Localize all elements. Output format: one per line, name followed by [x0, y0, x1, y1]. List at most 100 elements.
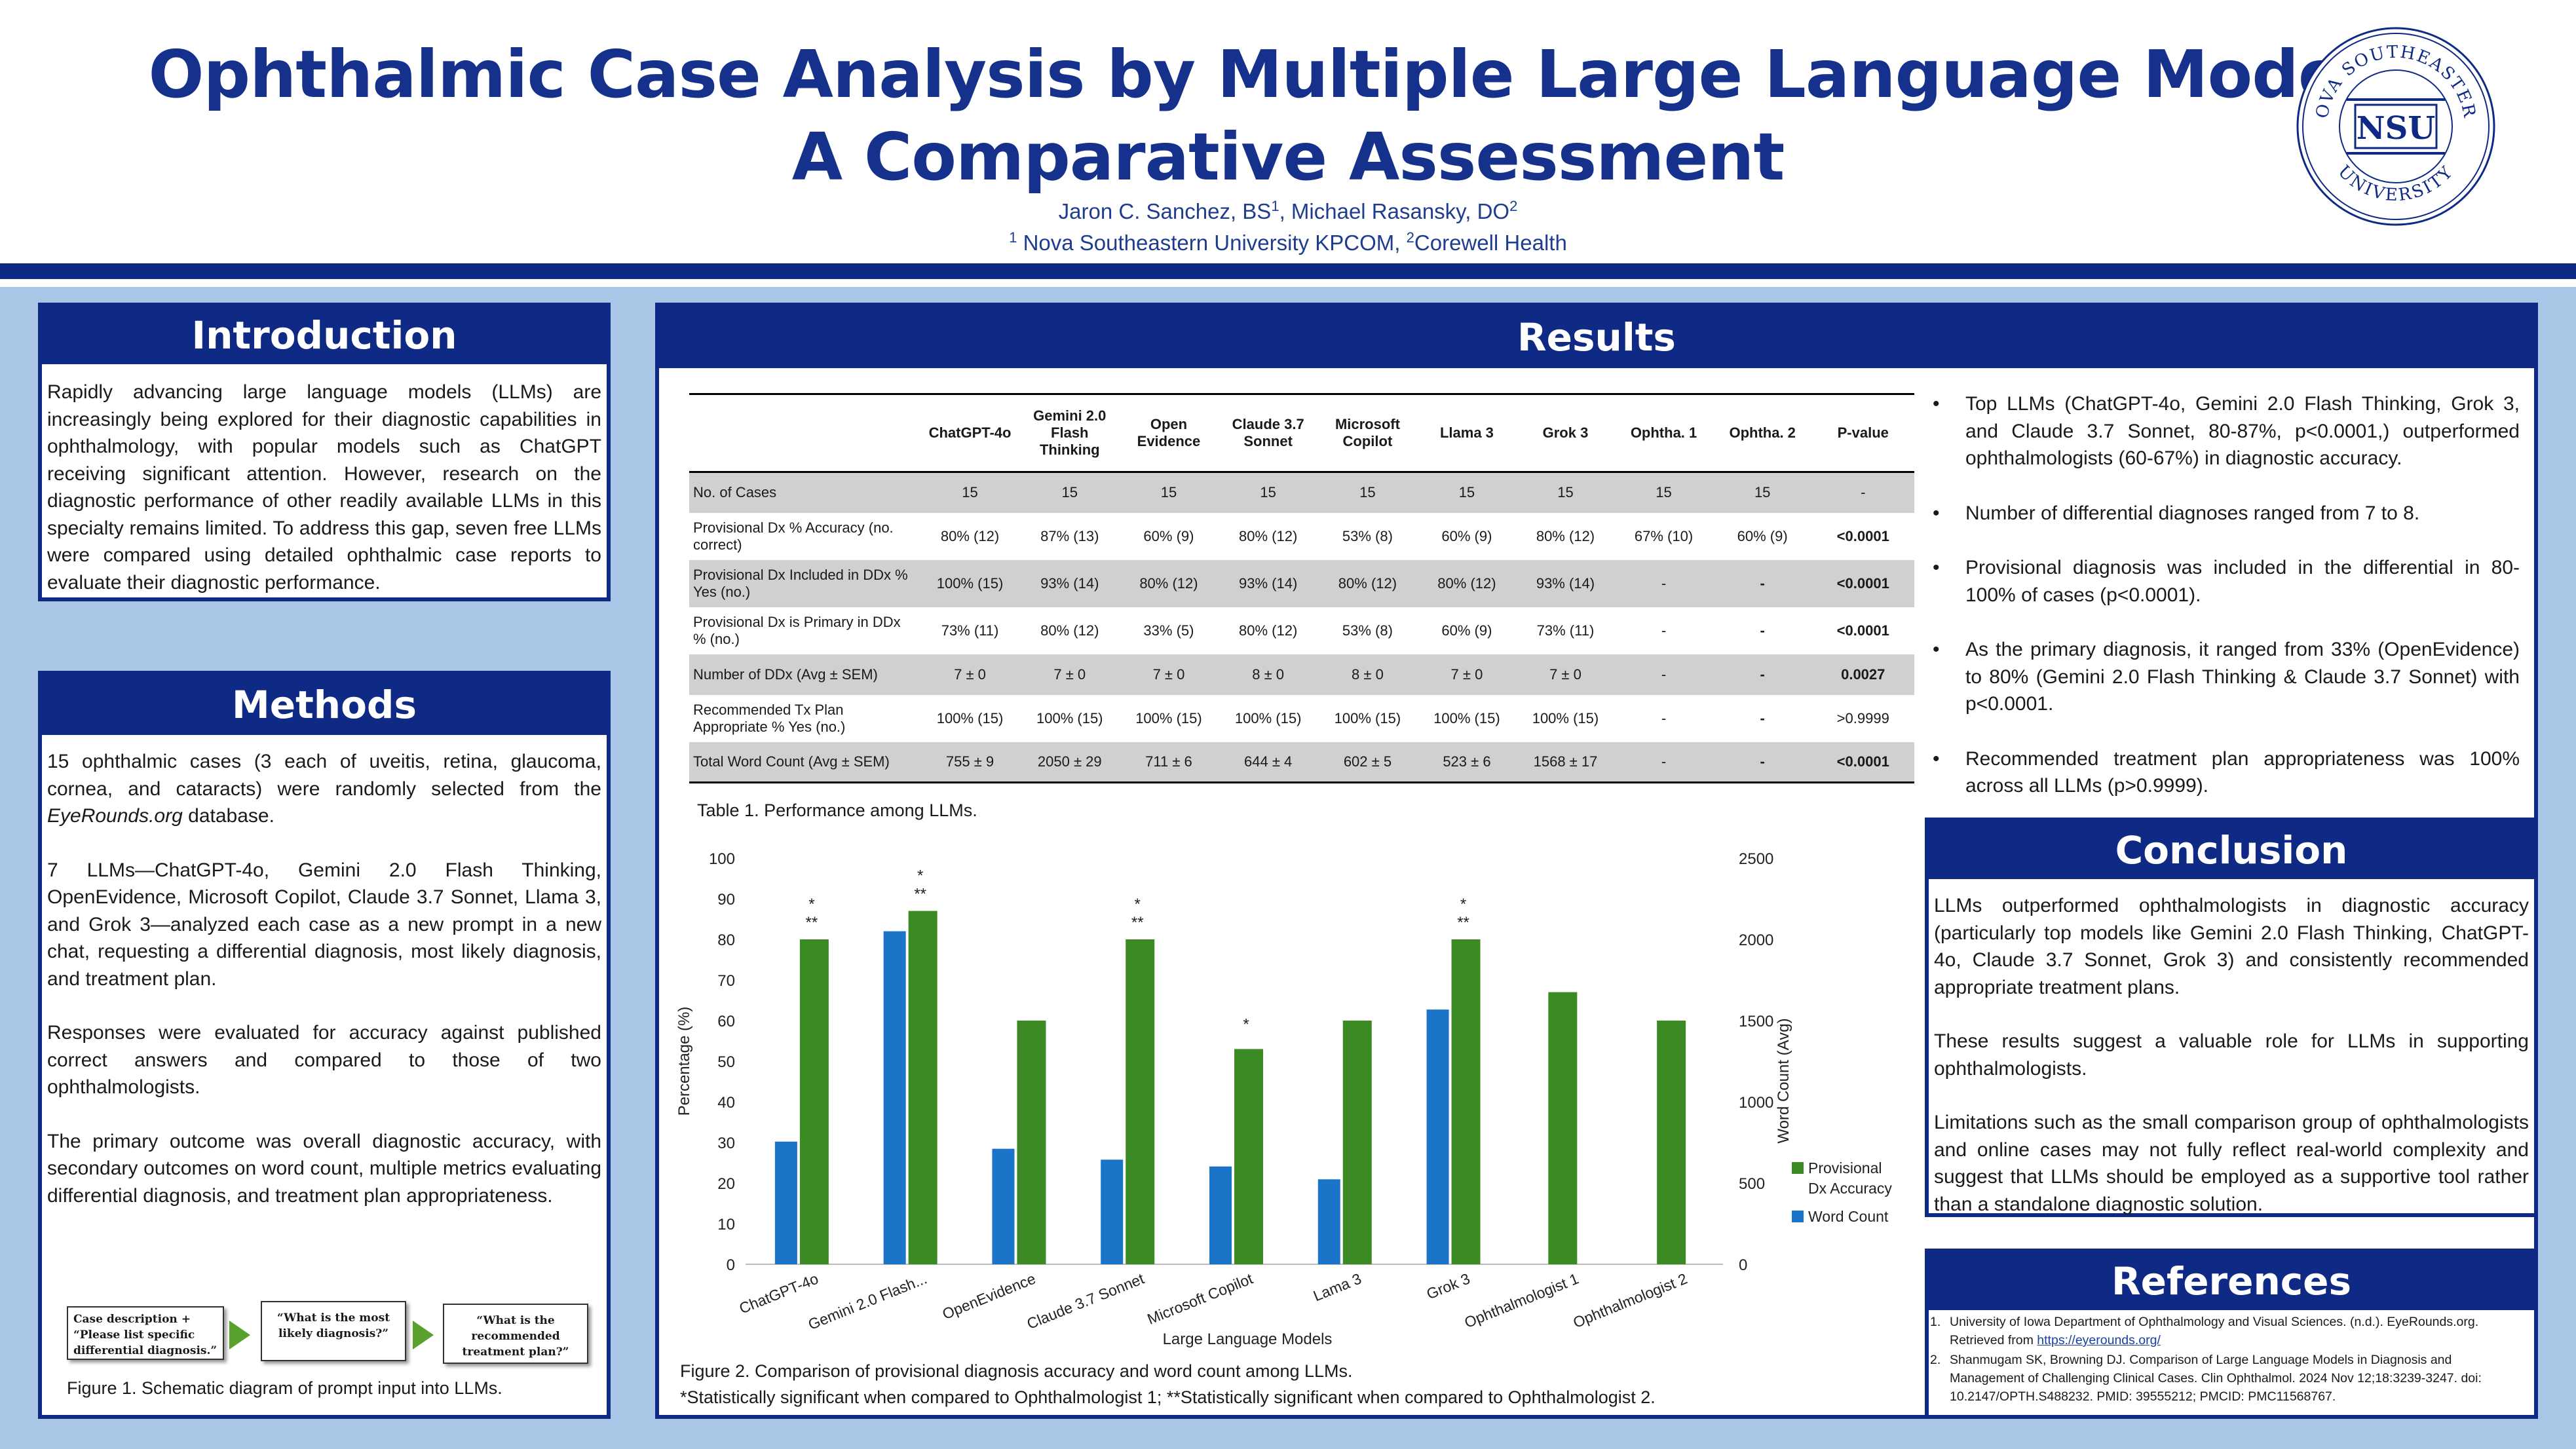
significance-marker: *: [1243, 1015, 1249, 1033]
table-cell: 100% (15): [1433, 709, 1500, 726]
y-tick-label: 100: [709, 850, 735, 868]
results-bullet: Number of differential diagnoses ranged …: [1933, 500, 2520, 527]
y-tick-label: 60: [717, 1013, 735, 1030]
reference-item: 1. University of Iowa Department of Ophth…: [1930, 1315, 2479, 1347]
y-tick-label: 20: [717, 1175, 735, 1193]
table-cell: 15: [1119, 472, 1219, 513]
arrow-right-icon: [413, 1321, 434, 1349]
table-cell: 7 ± 0: [919, 654, 1021, 695]
conclusion-heading: Conclusion: [1929, 821, 2534, 879]
table-row: Provisional Dx % Accuracy (no. correct) 8…: [689, 513, 1914, 560]
word-count-bar: [774, 1141, 797, 1264]
results-table: ChatGPT-4o Gemini 2.0 Flash Thinking Ope…: [689, 393, 1914, 783]
spacer: [1923, 816, 1925, 818]
methods-heading: Methods: [42, 675, 607, 735]
y2-tick-label: 1000: [1739, 1094, 1773, 1112]
word-count-bar: [1209, 1166, 1232, 1264]
y2-tick-label: 500: [1739, 1175, 1765, 1193]
table-cell: 7 ± 0: [1020, 654, 1120, 695]
y2-tick-label: 0: [1739, 1256, 1747, 1274]
y-tick-label: 90: [717, 891, 735, 909]
table-cell: 602 ± 5: [1317, 742, 1418, 783]
table-cell: 7 ± 0: [1417, 654, 1517, 695]
table-row-label: No. of Cases: [689, 472, 920, 513]
x-tick-label: Ophthalmologist 2: [1570, 1270, 1690, 1332]
results-bar-chart: 0102030405060708090100050010001500200025…: [675, 850, 1892, 1348]
x-tick-label: OpenEvidence: [940, 1270, 1038, 1323]
accuracy-bar: [1451, 939, 1481, 1264]
introduction-heading: Introduction: [42, 307, 607, 364]
y-tick-label: 80: [717, 932, 735, 949]
table-cell: 60% (9): [1441, 622, 1492, 639]
table-cell: -: [1713, 559, 1812, 607]
table-cell: 100% (15): [936, 709, 1004, 726]
table-row-label: Number of DDx (Avg ± SEM): [689, 654, 920, 695]
table-cell: 100% (15): [1532, 709, 1599, 726]
y-tick-label: 30: [717, 1135, 735, 1152]
x-tick-label: Claude 3.7 Sonnet: [1025, 1270, 1147, 1332]
table-header-cell: Gemini 2.0 Flash Thinking: [1020, 393, 1120, 473]
x-axis-label: Large Language Models: [1163, 1330, 1333, 1348]
table-row: Total Word Count (Avg ± SEM) 755 ± 9 2050 …: [689, 742, 1914, 783]
table-cell: 523 ± 6: [1417, 742, 1517, 783]
table-cell: 80% (12): [940, 527, 1000, 544]
x-tick-label: Gemini 2.0 Flash...: [806, 1270, 930, 1333]
table-cell: 80% (12): [1119, 559, 1219, 607]
legend-swatch-accuracy: [1792, 1162, 1804, 1174]
table-cell: 15: [1020, 472, 1120, 513]
accuracy-bar: [1017, 1021, 1046, 1264]
y2-tick-label: 2000: [1739, 932, 1773, 949]
significance-marker: *: [1460, 895, 1466, 913]
table-cell: 7 ± 0: [1516, 654, 1615, 695]
prompt-box-1: Case description + “Please list specific…: [67, 1306, 224, 1360]
table-row: Recommended Tx Plan Appropriate % Yes (n…: [689, 695, 1914, 742]
y-axis-label: Percentage (%): [675, 1007, 693, 1116]
table-header-cell: Open Evidence: [1119, 393, 1219, 473]
nsu-seal-logo: NOVA SOUTHEASTERN UNIVERSITY NSU: [2296, 26, 2495, 226]
word-count-bar: [992, 1148, 1015, 1264]
figure2-footnote: *Statistically significant when compared…: [680, 1387, 1656, 1407]
y2-axis-label: Word Count (Avg): [1775, 1018, 1792, 1143]
table-cell: <0.0001: [1811, 559, 1914, 607]
accuracy-bar: [1342, 1021, 1372, 1264]
word-count-bar: [1317, 1179, 1340, 1264]
table-row-label: Recommended Tx Plan Appropriate % Yes (n…: [693, 701, 846, 735]
table-cell: 80% (12): [1536, 527, 1595, 544]
table-cell: <0.0001: [1836, 622, 1889, 639]
table-cell: 711 ± 6: [1119, 742, 1219, 783]
methods-paragraph-2: 7 LLMs—ChatGPT-4o, Gemini 2.0 Flash Thin…: [47, 859, 601, 990]
table-cell: 87% (13): [1040, 527, 1099, 544]
poster-header: Ophthalmic Case Analysis by Multiple Lar…: [0, 0, 2576, 263]
accuracy-bar: [1126, 939, 1155, 1264]
svg-text:NSU: NSU: [2357, 110, 2435, 147]
table-cell: 100% (15): [919, 559, 1021, 607]
table-cell: 15: [919, 472, 1021, 513]
table-row: No. of Cases 15 15 15 15 15 15 15 15 15-: [689, 472, 1914, 513]
results-bullet: Recommended treatment plan appropriatene…: [1933, 745, 2520, 800]
legend-label-wordcount: Word Count: [1808, 1208, 1889, 1225]
arrow-right-icon: [229, 1321, 250, 1349]
table-cell: -: [1811, 472, 1914, 513]
table-cell: 80% (12): [1239, 622, 1298, 639]
table-row-label: Provisional Dx Included in DDx % Yes (no…: [689, 559, 920, 607]
table-cell: -: [1614, 654, 1713, 695]
accuracy-bar: [1234, 1049, 1263, 1264]
legend-label-accuracy: Dx Accuracy: [1808, 1180, 1892, 1197]
figure1-caption: Figure 1. Schematic diagram of prompt in…: [67, 1378, 502, 1398]
word-count-bar: [883, 931, 906, 1264]
conclusion-paragraph-3: Limitations such as the small comparison…: [1934, 1112, 2529, 1215]
affiliations: 1 Nova Southeastern University KPCOM, 2C…: [1009, 229, 1567, 255]
references-panel: References: [1925, 1249, 2538, 1419]
table-cell: 93% (14): [1020, 559, 1120, 607]
table-cell: 1568 ± 17: [1516, 742, 1615, 783]
methods-paragraph-4: The primary outcome was overall diagnost…: [47, 1130, 601, 1207]
poster-title-line1: Ophthalmic Case Analysis by Multiple Lar…: [148, 36, 2429, 113]
table-cell: 33% (5): [1143, 622, 1194, 639]
reference-link[interactable]: https://eyerounds.org/: [2037, 1333, 2161, 1347]
x-tick-label: Microsoft Copilot: [1145, 1270, 1255, 1327]
table-row: Provisional Dx Included in DDx % Yes (no…: [689, 559, 1914, 607]
authors: Jaron C. Sanchez, BS1, Michael Rasansky,…: [1058, 198, 1518, 223]
table-row: Provisional Dx is Primary in DDx % (no.)…: [689, 607, 1914, 654]
results-heading: Results: [659, 307, 2534, 368]
